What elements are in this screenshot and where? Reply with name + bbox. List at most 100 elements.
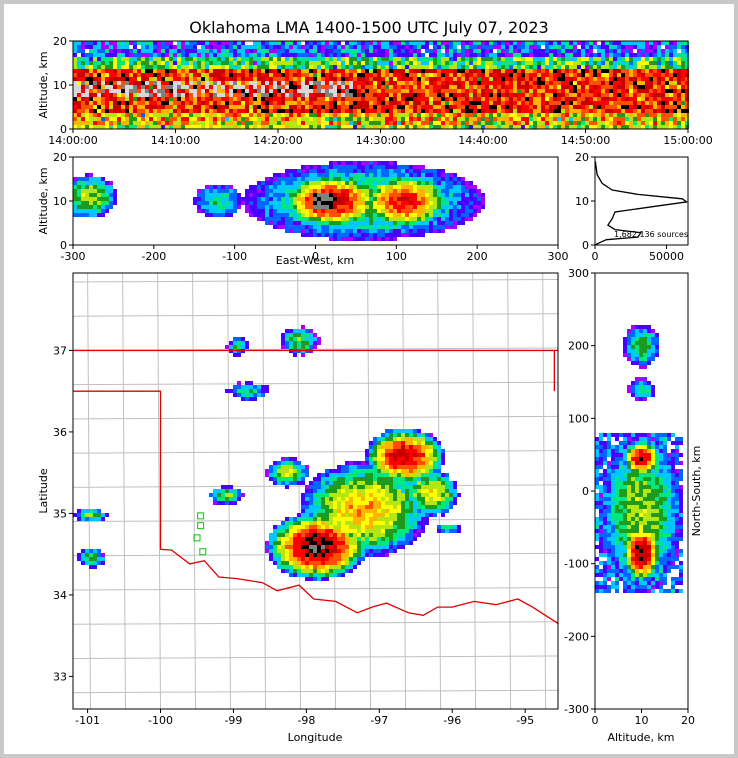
time-altitude-cell bbox=[441, 45, 445, 49]
time-altitude-cell bbox=[597, 125, 601, 129]
time-altitude-cell bbox=[105, 121, 109, 125]
east-west-cell bbox=[449, 209, 453, 213]
time-altitude-cell bbox=[249, 85, 253, 89]
plan-view-cell bbox=[93, 553, 97, 557]
time-altitude-cell bbox=[413, 121, 417, 125]
time-altitude-cell bbox=[653, 69, 657, 73]
time-altitude-cell bbox=[329, 113, 333, 117]
time-altitude-cell bbox=[285, 77, 289, 81]
time-altitude-cell bbox=[553, 109, 557, 113]
time-altitude-cell bbox=[85, 113, 89, 117]
east-west-cell bbox=[469, 189, 473, 193]
time-altitude-cell bbox=[217, 101, 221, 105]
time-altitude-cell bbox=[313, 45, 317, 49]
time-altitude-cell bbox=[373, 45, 377, 49]
time-altitude-cell bbox=[585, 85, 589, 89]
time-altitude-cell bbox=[233, 69, 237, 73]
time-altitude-cell bbox=[125, 65, 129, 69]
time-altitude-cell bbox=[477, 105, 481, 109]
east-west-cell bbox=[409, 197, 413, 201]
time-altitude-cell bbox=[161, 73, 165, 77]
east-west-cell bbox=[245, 209, 249, 213]
time-altitude-cell bbox=[289, 81, 293, 85]
time-altitude-cell bbox=[229, 117, 233, 121]
east-west-cell bbox=[333, 197, 337, 201]
time-altitude-cell bbox=[149, 121, 153, 125]
time-altitude-cell bbox=[561, 69, 565, 73]
east-west-cell bbox=[273, 209, 277, 213]
time-altitude-cell bbox=[529, 61, 533, 65]
east-west-cell bbox=[293, 225, 297, 229]
time-altitude-cell bbox=[389, 69, 393, 73]
time-altitude-cell bbox=[629, 53, 633, 57]
east-west-cell bbox=[357, 217, 361, 221]
east-west-cell bbox=[369, 237, 373, 241]
time-altitude-cell bbox=[421, 61, 425, 65]
time-altitude-cell bbox=[161, 65, 165, 69]
time-altitude-cell bbox=[433, 49, 437, 53]
time-altitude-cell bbox=[449, 41, 453, 45]
time-altitude-cell bbox=[669, 73, 673, 77]
time-altitude-cell bbox=[353, 113, 357, 117]
east-west-cell bbox=[437, 205, 441, 209]
time-altitude-cell bbox=[221, 53, 225, 57]
plan-view-cell bbox=[225, 485, 229, 489]
time-altitude-cell bbox=[497, 53, 501, 57]
time-altitude-cell bbox=[297, 93, 301, 97]
east-west-cell bbox=[473, 201, 477, 205]
time-altitude-cell bbox=[525, 125, 529, 129]
time-altitude-cell bbox=[445, 105, 449, 109]
time-altitude-cell bbox=[345, 73, 349, 77]
time-altitude-cell bbox=[149, 77, 153, 81]
time-altitude-cell bbox=[665, 93, 669, 97]
plan-view-cell bbox=[217, 489, 221, 493]
time-altitude-cell bbox=[149, 61, 153, 65]
plan-view-cell bbox=[285, 517, 289, 521]
time-altitude-cell bbox=[153, 49, 157, 53]
east-west-cell bbox=[417, 169, 421, 173]
time-altitude-cell bbox=[261, 85, 265, 89]
east-west-cell bbox=[445, 177, 449, 181]
time-altitude-cell bbox=[121, 57, 125, 61]
time-altitude-cell bbox=[517, 69, 521, 73]
east-west-cell bbox=[341, 217, 345, 221]
east-west-cell bbox=[389, 177, 393, 181]
east-west-cell bbox=[273, 173, 277, 177]
time-altitude-cell bbox=[349, 85, 353, 89]
east-west-cell bbox=[97, 177, 101, 181]
east-west-cell bbox=[341, 197, 345, 201]
time-altitude-cell bbox=[165, 93, 169, 97]
time-altitude-cell bbox=[357, 97, 361, 101]
time-altitude-cell bbox=[405, 49, 409, 53]
time-altitude-cell bbox=[401, 65, 405, 69]
time-altitude-cell bbox=[297, 125, 301, 129]
east-west-cell bbox=[361, 237, 365, 241]
time-altitude-cell bbox=[93, 69, 97, 73]
time-altitude-cell bbox=[557, 69, 561, 73]
time-altitude-cell bbox=[625, 65, 629, 69]
time-altitude-cell bbox=[457, 117, 461, 121]
time-altitude-cell bbox=[609, 113, 613, 117]
east-west-cell bbox=[421, 165, 425, 169]
time-altitude-cell bbox=[165, 109, 169, 113]
time-altitude-cell bbox=[565, 41, 569, 45]
time-altitude-cell bbox=[181, 69, 185, 73]
time-altitude-cell bbox=[557, 77, 561, 81]
time-altitude-cell bbox=[593, 121, 597, 125]
time-altitude-cell bbox=[325, 53, 329, 57]
time-altitude-cell bbox=[605, 97, 609, 101]
east-west-cell bbox=[253, 193, 257, 197]
time-altitude-cell bbox=[609, 109, 613, 113]
time-altitude-cell bbox=[605, 73, 609, 77]
east-west-cell bbox=[477, 201, 481, 205]
time-altitude-cell bbox=[537, 61, 541, 65]
time-altitude-cell bbox=[93, 113, 97, 117]
east-west-cell bbox=[313, 201, 317, 205]
time-altitude-cell bbox=[537, 113, 541, 117]
time-altitude-cell bbox=[613, 77, 617, 81]
time-altitude-cell bbox=[153, 73, 157, 77]
east-west-cell bbox=[333, 205, 337, 209]
plan-view-cell bbox=[273, 537, 277, 541]
east-west-cell bbox=[417, 181, 421, 185]
east-west-cell bbox=[85, 177, 89, 181]
